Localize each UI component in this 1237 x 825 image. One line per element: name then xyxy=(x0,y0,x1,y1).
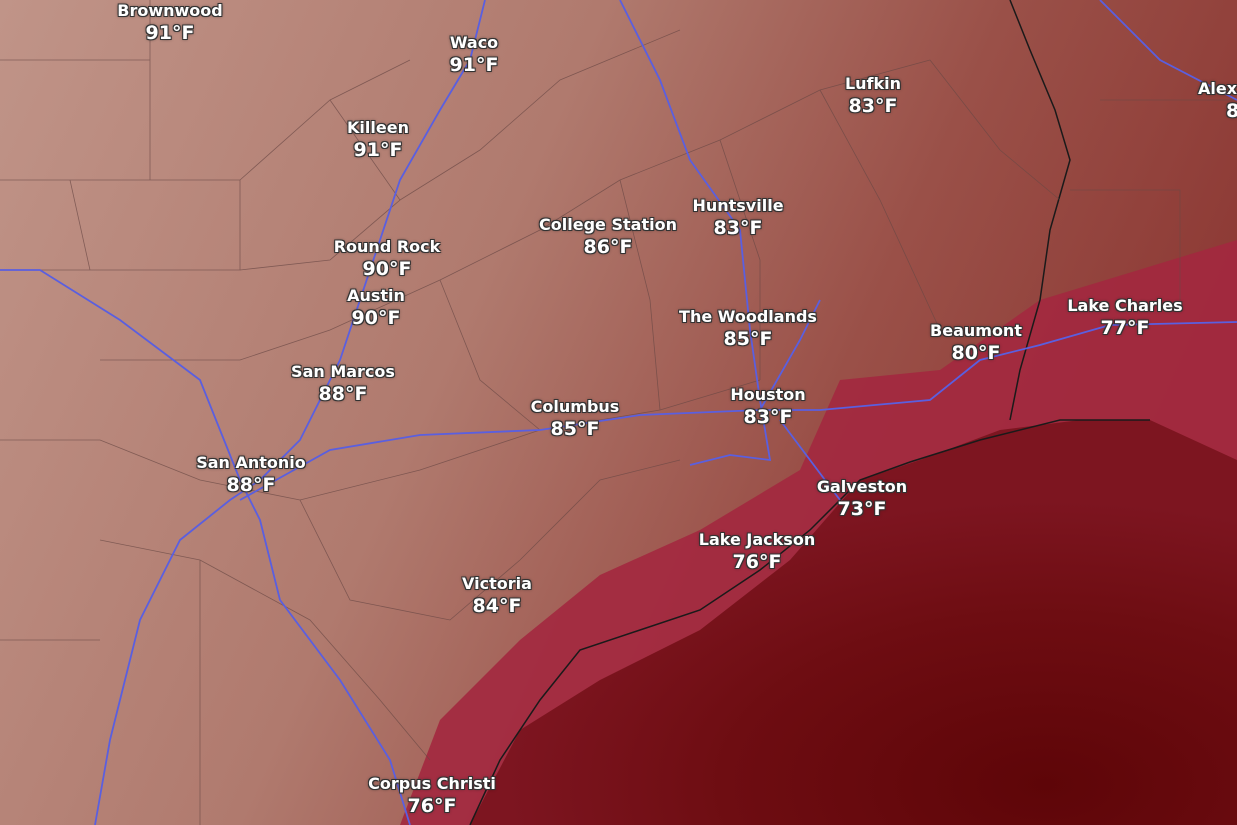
city-label-columbus: Columbus 85°F xyxy=(531,396,620,440)
city-label-victoria: Victoria 84°F xyxy=(462,573,532,617)
city-temp: 90°F xyxy=(362,258,412,280)
city-temp: 76°F xyxy=(732,551,782,573)
city-name: Killeen xyxy=(347,118,409,137)
city-name: Huntsville xyxy=(692,196,784,215)
city-temp: 85°F xyxy=(550,418,600,440)
city-name: Waco xyxy=(449,33,499,52)
city-temp: 90°F xyxy=(351,307,401,329)
city-label-lake-jackson: Lake Jackson 76°F xyxy=(699,529,815,573)
city-label-lufkin: Lufkin 83°F xyxy=(845,73,901,117)
city-label-corpus-christi: Corpus Christi 76°F xyxy=(368,773,496,817)
city-temp: 83°F xyxy=(743,406,793,428)
city-name: Galveston xyxy=(816,477,908,496)
city-label-huntsville: Huntsville 83°F xyxy=(692,195,783,239)
city-label-the-woodlands: The Woodlands 85°F xyxy=(679,306,817,350)
city-name: Columbus xyxy=(530,397,620,416)
city-temp: 80°F xyxy=(951,342,1001,364)
city-name: Corpus Christi xyxy=(368,774,496,793)
city-temp: 73°F xyxy=(837,498,887,520)
city-temp: 91°F xyxy=(449,54,499,76)
coastline xyxy=(469,419,1150,825)
city-temp: 85°F xyxy=(723,328,773,350)
city-name: Round Rock xyxy=(333,237,441,256)
sabine-river xyxy=(1009,0,1071,421)
city-name: Lake Charles xyxy=(1067,296,1183,315)
city-name: Lake Jackson xyxy=(698,530,816,549)
city-label-lake-charles: Lake Charles 77°F xyxy=(1067,295,1182,339)
city-temp: 88°F xyxy=(318,383,368,405)
city-name: Lufkin xyxy=(844,74,902,93)
city-temp: 86°F xyxy=(583,236,633,258)
city-label-round-rock: Round Rock 90°F xyxy=(334,236,441,280)
city-name: College Station xyxy=(539,215,677,234)
city-name: The Woodlands xyxy=(679,307,817,326)
city-label-san-antonio: San Antonio 88°F xyxy=(196,452,306,496)
city-temp: 8 xyxy=(1226,100,1237,122)
city-label-waco: Waco 91°F xyxy=(450,32,499,76)
city-label-killeen: Killeen 91°F xyxy=(347,117,409,161)
city-label-beaumont: Beaumont 80°F xyxy=(930,320,1022,364)
city-temp: 83°F xyxy=(848,95,898,117)
city-name: Alex xyxy=(1198,79,1237,98)
city-temp: 91°F xyxy=(145,22,195,44)
city-label-san-marcos: San Marcos 88°F xyxy=(291,361,395,405)
city-label-austin: Austin 90°F xyxy=(347,285,405,329)
gulf-of-mexico xyxy=(470,420,1237,825)
city-name: San Antonio xyxy=(196,453,306,472)
city-temp: 88°F xyxy=(226,474,276,496)
city-name: Victoria xyxy=(462,574,532,593)
city-temp: 91°F xyxy=(353,139,403,161)
city-temp: 84°F xyxy=(472,595,522,617)
city-temp: 77°F xyxy=(1100,317,1150,339)
city-temp: 76°F xyxy=(407,795,457,817)
city-label-houston: Houston 83°F xyxy=(730,384,805,428)
city-label-brownwood: Brownwood 91°F xyxy=(117,0,222,44)
city-label-galveston: Galveston 73°F xyxy=(817,476,907,520)
city-name: Beaumont xyxy=(930,321,1022,340)
city-label-alexandria: Alex 8 xyxy=(1198,78,1237,122)
city-name: San Marcos xyxy=(291,362,395,381)
city-label-college-station: College Station 86°F xyxy=(539,214,677,258)
city-name: Austin xyxy=(347,286,405,305)
city-temp: 83°F xyxy=(713,217,763,239)
city-name: Houston xyxy=(730,385,806,404)
city-name: Brownwood xyxy=(117,1,223,20)
